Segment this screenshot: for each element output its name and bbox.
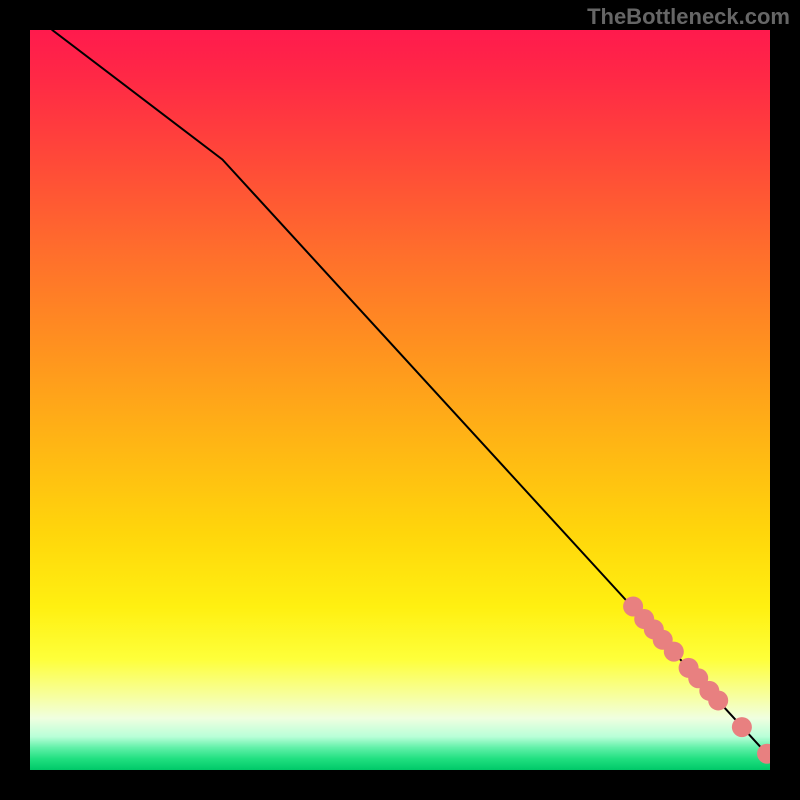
plot-area (30, 30, 770, 770)
chart-svg (30, 30, 770, 770)
marker-group (623, 596, 770, 763)
data-point (664, 642, 684, 662)
data-point (708, 690, 728, 710)
data-point (732, 717, 752, 737)
chart-frame: TheBottleneck.com (0, 0, 800, 800)
attribution-text: TheBottleneck.com (587, 4, 790, 30)
